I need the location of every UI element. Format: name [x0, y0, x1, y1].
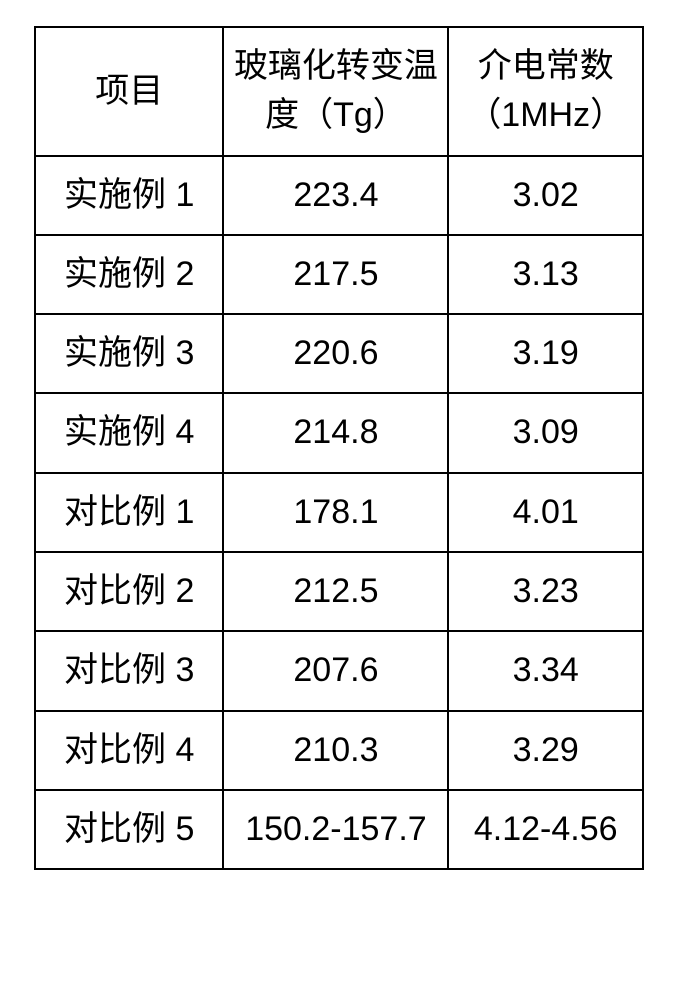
cell-item: 实施例 3 [35, 314, 223, 393]
cell-diel: 4.12-4.56 [448, 790, 643, 869]
cell-tg: 210.3 [223, 711, 448, 790]
cell-item: 对比例 4 [35, 711, 223, 790]
col-header-item: 项目 [35, 27, 223, 156]
table-row: 实施例 2 217.5 3.13 [35, 235, 643, 314]
cell-item: 实施例 2 [35, 235, 223, 314]
table-row: 实施例 4 214.8 3.09 [35, 393, 643, 472]
cell-tg: 220.6 [223, 314, 448, 393]
table-row: 实施例 1 223.4 3.02 [35, 156, 643, 235]
cell-tg: 150.2-157.7 [223, 790, 448, 869]
col-header-tg: 玻璃化转变温度（Tg） [223, 27, 448, 156]
cell-diel: 3.19 [448, 314, 643, 393]
cell-tg: 212.5 [223, 552, 448, 631]
cell-item: 对比例 3 [35, 631, 223, 710]
cell-diel: 3.23 [448, 552, 643, 631]
table-row: 对比例 2 212.5 3.23 [35, 552, 643, 631]
cell-diel: 3.13 [448, 235, 643, 314]
cell-item: 对比例 1 [35, 473, 223, 552]
cell-diel: 3.29 [448, 711, 643, 790]
cell-tg: 178.1 [223, 473, 448, 552]
cell-tg: 214.8 [223, 393, 448, 472]
table-row: 对比例 1 178.1 4.01 [35, 473, 643, 552]
table-body: 实施例 1 223.4 3.02 实施例 2 217.5 3.13 实施例 3 … [35, 156, 643, 870]
table-header: 项目 玻璃化转变温度（Tg） 介电常数（1MHz） [35, 27, 643, 156]
cell-diel: 3.09 [448, 393, 643, 472]
data-table: 项目 玻璃化转变温度（Tg） 介电常数（1MHz） 实施例 1 223.4 3.… [34, 26, 644, 870]
cell-diel: 3.34 [448, 631, 643, 710]
cell-item: 实施例 4 [35, 393, 223, 472]
table-row: 实施例 3 220.6 3.19 [35, 314, 643, 393]
table-row: 对比例 4 210.3 3.29 [35, 711, 643, 790]
cell-tg: 217.5 [223, 235, 448, 314]
table-row: 对比例 5 150.2-157.7 4.12-4.56 [35, 790, 643, 869]
cell-item: 实施例 1 [35, 156, 223, 235]
cell-item: 对比例 2 [35, 552, 223, 631]
page: 项目 玻璃化转变温度（Tg） 介电常数（1MHz） 实施例 1 223.4 3.… [0, 0, 678, 1000]
cell-diel: 4.01 [448, 473, 643, 552]
col-header-diel: 介电常数（1MHz） [448, 27, 643, 156]
cell-item: 对比例 5 [35, 790, 223, 869]
table-header-row: 项目 玻璃化转变温度（Tg） 介电常数（1MHz） [35, 27, 643, 156]
cell-tg: 207.6 [223, 631, 448, 710]
cell-tg: 223.4 [223, 156, 448, 235]
cell-diel: 3.02 [448, 156, 643, 235]
table-row: 对比例 3 207.6 3.34 [35, 631, 643, 710]
